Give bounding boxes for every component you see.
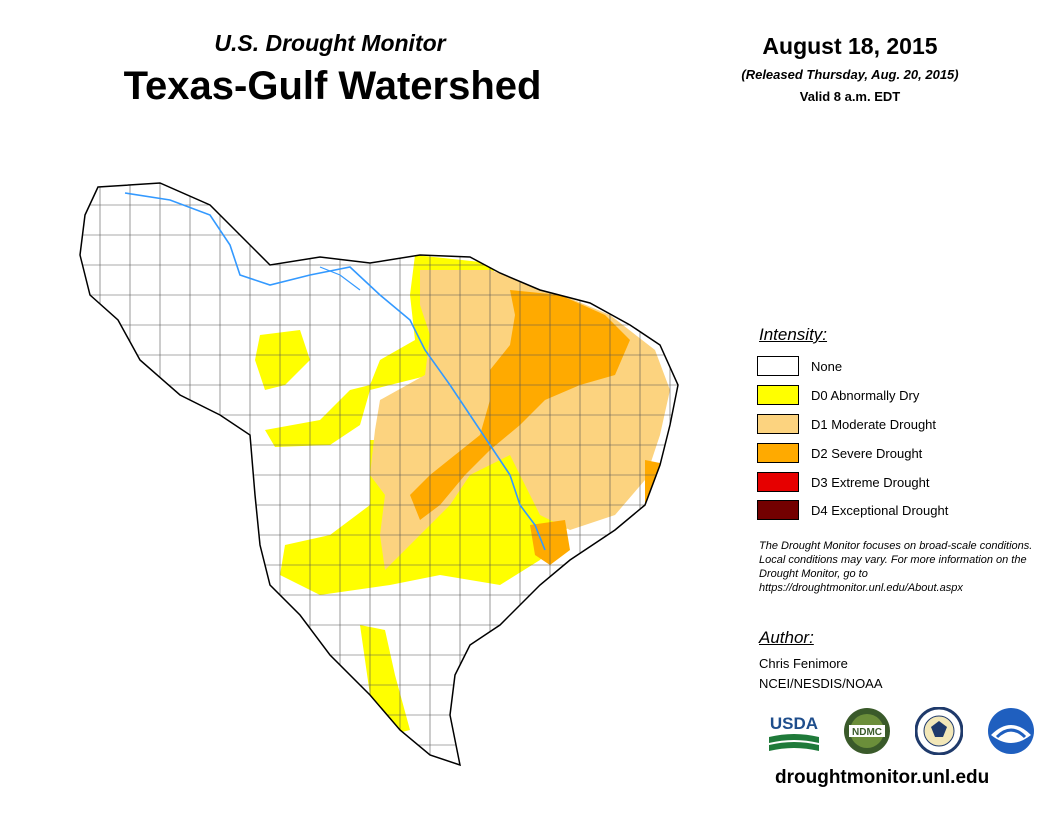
legend-label: D0 Abnormally Dry [811,387,920,403]
valid-time: Valid 8 a.m. EDT [799,89,901,104]
map-date: August 18, 2015 [762,33,938,59]
svg-text:NDMC: NDMC [852,727,882,738]
noaa-logo [988,708,1034,754]
watershed-map [79,182,679,767]
legend-swatch [757,385,799,405]
legend-label: D2 Severe Drought [811,445,923,461]
legend-label: D1 Moderate Drought [811,416,937,432]
legend-swatch [757,472,799,492]
legend-item-d3: D3 Extreme Drought [757,471,930,493]
author-name: Chris Fenimore [759,656,848,671]
svg-text:USDA: USDA [770,714,818,733]
author-heading: Author: [759,628,814,647]
legend-swatch [757,414,799,434]
commerce-seal-logo [915,707,963,755]
ndmc-logo: NDMC [844,708,890,754]
legend-swatch [757,356,799,376]
county-lines [80,183,678,765]
website-link[interactable]: droughtmonitor.unl.edu [775,767,990,788]
legend-label: D4 Exceptional Drought [811,502,949,518]
legend-item-d4: D4 Exceptional Drought [757,499,948,521]
d0-region-south [360,625,410,735]
legend-item-d0: D0 Abnormally Dry [757,384,919,406]
author-org: NCEI/NESDIS/NOAA [759,676,883,691]
legend-swatch [757,443,799,463]
d0-region-west [255,330,310,390]
disclaimer-note: The Drought Monitor focuses on broad-sca… [759,540,1033,594]
legend-label: None [811,358,843,374]
d2-region-coast [645,460,670,505]
river-main [124,192,546,551]
legend-title: Intensity: [759,325,828,344]
legend-item-d1: D1 Moderate Drought [757,413,936,435]
legend-label: D3 Extreme Drought [811,474,930,490]
legend-swatch [757,500,799,520]
legend-item-d2: D2 Severe Drought [757,442,922,464]
release-date: (Released Thursday, Aug. 20, 2015) [741,67,959,82]
watershed-outline [79,182,679,767]
legend-item-none: None [757,355,842,377]
usda-logo: USDA [769,714,819,751]
river-branch [319,266,361,291]
map-title: Texas-Gulf Watershed [123,64,542,108]
map-subtitle: U.S. Drought Monitor [214,30,446,56]
